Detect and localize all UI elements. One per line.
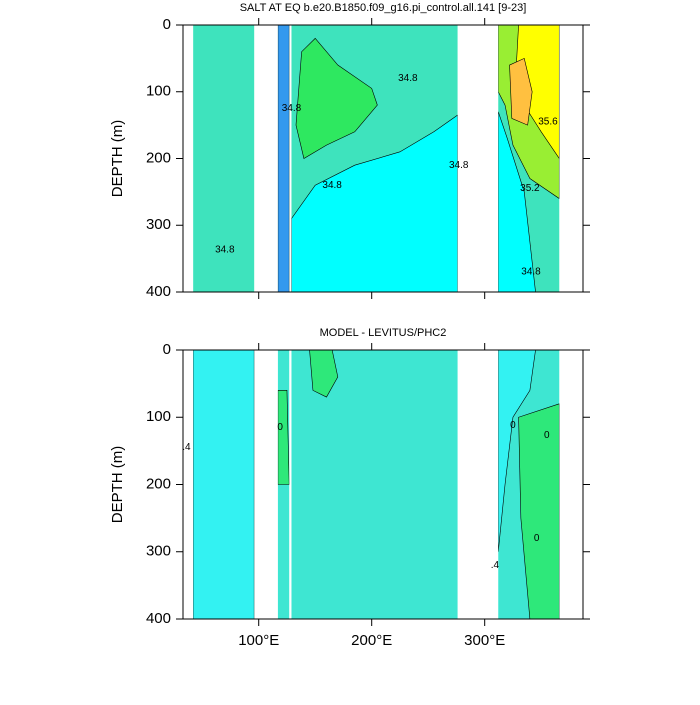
contour-label: 35.6 xyxy=(538,116,558,127)
contour-label: 0 xyxy=(544,430,550,441)
chart-title: SALT AT EQ b.e20.B1850.f09_g16.pi_contro… xyxy=(240,2,527,14)
y-tick-label: 0 xyxy=(163,341,171,358)
contour-region xyxy=(509,57,533,126)
contour-label: 34.8 xyxy=(449,160,469,171)
y-tick-label: 400 xyxy=(146,610,171,627)
x-tick-label: 300°E xyxy=(464,632,505,649)
panel: 34.8 34.8 34.8 34.8 34.8 35.6 35.2 34.8 0 100 200 3… xyxy=(109,2,590,300)
y-tick-label: 300 xyxy=(146,216,171,233)
contour-region xyxy=(291,114,458,292)
contour-label: 34.8 xyxy=(215,245,235,256)
y-tick-label: 0 xyxy=(163,16,171,33)
contour-region xyxy=(295,37,378,159)
contour-region xyxy=(277,25,290,292)
contour-label: 0 xyxy=(534,533,540,544)
x-tick-label: 100°E xyxy=(238,632,279,649)
y-tick-label: 200 xyxy=(146,149,171,166)
contour-label: .4 xyxy=(491,560,500,571)
y-tick-label: 400 xyxy=(146,283,171,300)
contour-label: 0 xyxy=(277,422,283,433)
contour-region xyxy=(193,350,255,619)
basin xyxy=(193,25,255,292)
y-tick-label: 300 xyxy=(146,543,171,560)
regions xyxy=(193,350,560,619)
y-axis-label: DEPTH (m) xyxy=(109,446,126,524)
contour-label: 34.8 xyxy=(398,73,418,84)
contour-label: 34.8 xyxy=(282,103,302,114)
x-tick-label: 200°E xyxy=(351,632,392,649)
basin xyxy=(291,350,458,619)
regions xyxy=(277,25,560,292)
contour-region xyxy=(277,390,290,485)
panel: .4 0 0 0 0 .4 0 100 200 300 400 100°E 200°E 300°E MODE… xyxy=(109,327,590,649)
contour-label: 34.8 xyxy=(521,267,541,278)
contour-label: 0 xyxy=(510,420,516,431)
contour-label: 35.2 xyxy=(520,183,540,194)
chart-title: MODEL - LEVITUS/PHC2 xyxy=(320,327,447,339)
y-tick-label: 100 xyxy=(146,408,171,425)
contour-label: .4 xyxy=(182,442,191,453)
y-tick-label: 200 xyxy=(146,475,171,492)
y-tick-label: 100 xyxy=(146,83,171,100)
contour-label: 34.8 xyxy=(322,180,342,191)
contour-region xyxy=(518,403,560,619)
y-axis-label: DEPTH (m) xyxy=(109,120,126,198)
contour-region xyxy=(309,350,339,398)
